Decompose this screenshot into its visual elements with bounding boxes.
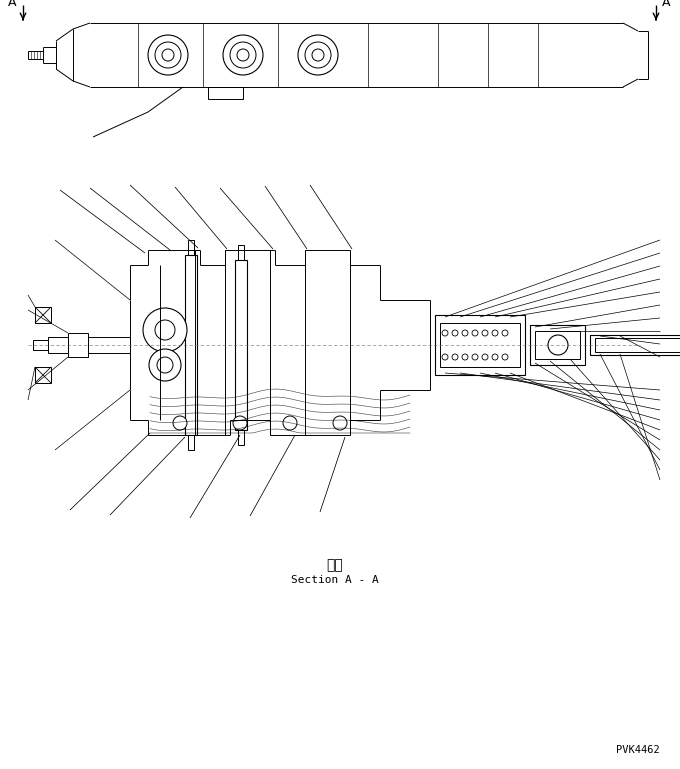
Bar [185,255,197,435]
Circle shape [298,35,338,75]
Circle shape [462,330,468,336]
Circle shape [155,320,175,340]
Bar [238,430,244,445]
Circle shape [472,354,478,360]
Circle shape [173,416,187,430]
Circle shape [502,330,508,336]
Circle shape [452,330,458,336]
Circle shape [223,35,263,75]
Text: Section A - A: Section A - A [291,575,379,585]
Bar [48,337,68,353]
Circle shape [452,354,458,360]
Bar [35,307,51,323]
Circle shape [148,35,188,75]
Circle shape [143,308,187,352]
Circle shape [333,416,347,430]
Circle shape [492,354,498,360]
Bar [235,260,247,430]
Circle shape [283,416,297,430]
Bar [35,367,51,383]
Text: 断面: 断面 [326,558,343,572]
Circle shape [157,357,173,373]
Circle shape [548,335,568,355]
Bar [595,338,680,352]
Circle shape [472,330,478,336]
Bar [238,245,244,260]
Circle shape [155,42,181,68]
Bar [535,331,580,359]
Circle shape [462,354,468,360]
Circle shape [305,42,331,68]
Circle shape [312,49,324,61]
Bar [188,240,194,255]
Bar [88,337,130,353]
Bar [435,315,525,375]
Circle shape [149,349,181,381]
Circle shape [442,330,448,336]
Bar [33,340,48,350]
Bar [208,87,243,99]
Circle shape [442,354,448,360]
Circle shape [492,330,498,336]
Circle shape [502,354,508,360]
Text: A: A [7,0,16,9]
Circle shape [233,416,247,430]
Text: PVK4462: PVK4462 [616,745,660,755]
Text: A: A [662,0,670,9]
Circle shape [237,49,249,61]
Circle shape [230,42,256,68]
Bar [590,335,680,355]
Circle shape [482,330,488,336]
Bar [440,323,520,367]
Circle shape [162,49,174,61]
Circle shape [482,354,488,360]
Bar [188,435,194,450]
Bar [68,333,88,357]
Bar [530,325,585,365]
